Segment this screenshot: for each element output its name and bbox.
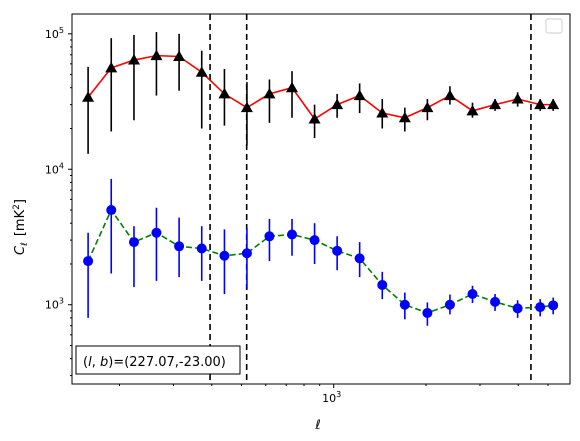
series-1-point-1 (106, 205, 117, 216)
series-0-point-10 (308, 113, 321, 124)
series-1-point-15 (422, 307, 433, 318)
series-1-point-5 (196, 243, 207, 254)
series-0-point-0 (82, 91, 95, 102)
series-1-point-8 (264, 231, 275, 242)
annotation-text: (l, b)=(227.07,-23.00) (83, 355, 226, 370)
series-0-point-5 (195, 66, 208, 77)
series-0-point-7 (240, 101, 253, 113)
y-axis-label-text: Cℓ[mK2] (12, 199, 30, 255)
series-1-point-0 (83, 256, 94, 267)
series-1-point-3 (151, 227, 162, 238)
y-axis-label: Cℓ[mK2] (12, 199, 30, 255)
axes-layer: 103 104 105 103 (45, 13, 571, 405)
series-0-point-3 (150, 49, 163, 61)
series-1-point-20 (535, 302, 546, 313)
series-0-point-16 (443, 89, 456, 101)
series-0-point-2 (127, 54, 140, 65)
series-0-point-13 (376, 107, 389, 118)
series-1-point-2 (128, 237, 139, 248)
series-0-point-14 (398, 111, 411, 123)
series-0-point-15 (421, 101, 434, 113)
series-1-point-16 (444, 299, 455, 310)
y-tick-label-0: 103 (45, 297, 64, 312)
series-0-point-21 (547, 98, 560, 110)
series-0-point-9 (286, 81, 299, 93)
series-1-line (87, 208, 554, 314)
legend-box (545, 18, 563, 34)
series-1-point-18 (490, 296, 501, 307)
series-0-point-12 (353, 89, 366, 101)
annotation-box (75, 345, 241, 375)
series-0-point-11 (331, 98, 344, 110)
data-layer (82, 14, 560, 384)
series-0-point-8 (263, 87, 276, 99)
series-1-point-13 (377, 279, 388, 290)
series-1-point-11 (332, 245, 343, 256)
series-0-line (87, 54, 554, 121)
series-1-point-19 (512, 303, 523, 314)
series-1-point-4 (174, 241, 185, 252)
series-1-point-9 (287, 229, 298, 240)
series-1-point-7 (241, 248, 252, 259)
series-0-point-18 (489, 98, 502, 110)
y-tick-label-2: 105 (45, 26, 64, 41)
y-tick-label-1: 104 (45, 161, 64, 176)
series-1-point-10 (309, 235, 320, 246)
series-0-point-17 (466, 104, 479, 116)
series-1-point-12 (354, 253, 365, 264)
series-0-point-6 (218, 87, 231, 99)
series-1-point-17 (467, 289, 478, 300)
x-axis-label: ℓ (314, 418, 320, 433)
series-0-point-19 (511, 93, 524, 104)
series-0-point-20 (534, 98, 547, 110)
coordinate-annotation: (l, b)=(227.07,-23.00) (75, 345, 241, 375)
series-1-point-14 (399, 299, 410, 310)
series-0-point-4 (173, 50, 186, 61)
series-1-point-21 (548, 300, 559, 311)
x-tick-label-0: 103 (322, 390, 341, 405)
series-0-point-1 (105, 61, 118, 73)
series-1-point-6 (219, 250, 230, 261)
